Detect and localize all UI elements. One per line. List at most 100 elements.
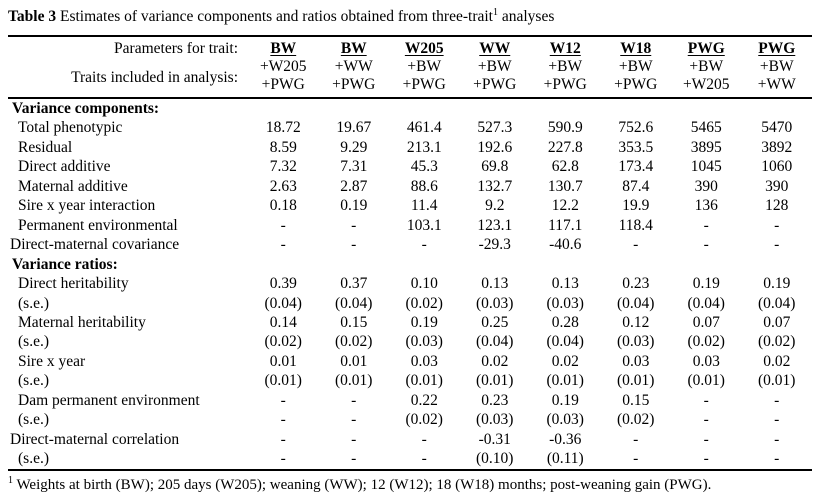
data-row: (s.e.) - - - (0.10) (0.11) - - - xyxy=(8,449,812,469)
value-cell: 0.19 xyxy=(340,197,368,215)
value-cell: (0.04) xyxy=(617,294,655,312)
value-cell: 0.03 xyxy=(692,352,720,370)
trait-column-header: PWG xyxy=(758,40,796,57)
value-cell: - xyxy=(280,216,286,234)
value-cell: 88.6 xyxy=(410,177,438,195)
trait-plus-line: +PWG xyxy=(473,76,517,93)
value-cell: - xyxy=(633,450,639,468)
value-cell: 0.15 xyxy=(622,391,650,409)
value-cell: (0.01) xyxy=(546,372,584,390)
value-cell: 0.19 xyxy=(763,275,791,293)
footnote-text: Weights at birth (BW); 205 days (W205); … xyxy=(13,476,712,493)
value-cell: (0.01) xyxy=(405,372,443,390)
value-cell: (0.02) xyxy=(687,333,725,351)
value-cell: (0.02) xyxy=(264,333,302,351)
value-cell: 3892 xyxy=(761,138,793,156)
section-row: Variance ratios: xyxy=(8,255,812,274)
data-row: Maternal heritability 0.14 0.15 0.19 0.25 0.2… xyxy=(8,313,812,332)
value-cell: 136 xyxy=(694,197,718,215)
value-cell: 590.9 xyxy=(547,119,583,137)
value-cell: (0.01) xyxy=(687,372,725,390)
row-label: (s.e.) xyxy=(18,372,49,390)
value-cell: - xyxy=(351,450,357,468)
title-suffix: analyses xyxy=(497,8,555,25)
value-cell: 132.7 xyxy=(477,177,513,195)
row-label: Sire x year xyxy=(18,352,86,370)
value-cell: 7.31 xyxy=(340,158,368,176)
trait-column-header: W12 xyxy=(549,40,581,57)
section-row: Variance components: xyxy=(8,98,812,118)
trait-plus-line: +PWG xyxy=(402,76,446,93)
value-cell: 0.07 xyxy=(692,313,720,331)
value-cell: (0.04) xyxy=(335,294,373,312)
value-cell: 1060 xyxy=(761,158,793,176)
value-cell: 118.4 xyxy=(618,216,653,234)
value-cell: (0.02) xyxy=(405,294,443,312)
value-cell: 0.39 xyxy=(269,275,297,293)
value-cell: 0.19 xyxy=(551,391,579,409)
value-cell: - xyxy=(421,450,427,468)
value-cell: - xyxy=(421,430,427,448)
value-cell: 123.1 xyxy=(477,216,513,234)
value-cell: 0.02 xyxy=(551,352,579,370)
value-cell: 0.03 xyxy=(410,352,438,370)
value-cell: (0.04) xyxy=(476,333,514,351)
value-cell: 0.15 xyxy=(340,313,368,331)
value-cell: (0.01) xyxy=(476,372,514,390)
value-cell: 2.63 xyxy=(269,177,297,195)
trait-plus-line: +PWG xyxy=(614,76,658,93)
value-cell: (0.04) xyxy=(758,294,796,312)
value-cell: - xyxy=(351,391,357,409)
value-cell: (0.03) xyxy=(617,333,655,351)
row-label: Dam permanent environment xyxy=(18,391,200,409)
value-cell: 390 xyxy=(694,177,718,195)
value-cell: 192.6 xyxy=(477,138,513,156)
trait-plus-line: +WW xyxy=(334,58,373,75)
value-cell: 752.6 xyxy=(618,119,654,137)
table-header: Parameters for trait: BW BW W205 WW W12 … xyxy=(8,36,812,98)
value-cell: (0.02) xyxy=(335,333,373,351)
value-cell: 0.18 xyxy=(269,197,297,215)
data-row: (s.e.) - - (0.02) (0.03) (0.03) (0.02) - - xyxy=(8,410,812,429)
row-label: Direct-maternal correlation xyxy=(10,430,180,448)
row-label: Direct-maternal covariance xyxy=(10,236,180,254)
value-cell: 0.14 xyxy=(269,313,297,331)
value-cell: 0.13 xyxy=(551,275,579,293)
trait-column-header: BW xyxy=(340,40,367,57)
row-label: (s.e.) xyxy=(18,333,49,351)
value-cell: - xyxy=(774,450,780,468)
value-cell: 0.02 xyxy=(763,352,791,370)
value-cell: - xyxy=(774,391,780,409)
table-number: Table 3 xyxy=(8,8,57,25)
value-cell: 0.12 xyxy=(622,313,650,331)
value-cell: 0.01 xyxy=(340,352,368,370)
value-cell: 227.8 xyxy=(547,138,583,156)
value-cell: 117.1 xyxy=(548,216,583,234)
data-row: Total phenotypic 18.72 19.67 461.4 527.3 590.… xyxy=(8,118,812,137)
value-cell: 103.1 xyxy=(406,216,442,234)
value-cell: 173.4 xyxy=(618,158,654,176)
row-label: (s.e.) xyxy=(18,450,49,468)
value-cell: (0.04) xyxy=(546,333,584,351)
value-cell: - xyxy=(633,430,639,448)
value-cell: (0.03) xyxy=(476,411,514,429)
trait-plus-line: +BW xyxy=(477,58,512,75)
data-row: Permanent environmental - - 103.1 123.1 117.1… xyxy=(8,216,812,235)
data-row: (s.e.) (0.01) (0.01) (0.01) (0.01) (0.01) (0.0… xyxy=(8,371,812,390)
value-cell: (0.10) xyxy=(476,450,514,468)
trait-plus-line: +BW xyxy=(407,58,442,75)
value-cell: (0.03) xyxy=(546,411,584,429)
trait-column-header: BW xyxy=(270,40,297,57)
value-cell: 9.29 xyxy=(340,138,368,156)
data-row: Sire x year interaction 0.18 0.19 11.4 9.2 12… xyxy=(8,196,812,215)
trait-plus-line: +BW xyxy=(759,58,794,75)
value-cell: - xyxy=(703,391,709,409)
data-row: Maternal additive 2.63 2.87 88.6 132.7 130.7 8… xyxy=(8,177,812,196)
value-cell: 8.59 xyxy=(269,138,297,156)
value-cell: 0.23 xyxy=(622,275,650,293)
data-row: Sire x year 0.01 0.01 0.03 0.02 0.02 0.03 0.03 0… xyxy=(8,352,812,371)
trait-plus-line: +W205 xyxy=(682,76,730,93)
value-cell: (0.01) xyxy=(617,372,655,390)
value-cell: 19.9 xyxy=(622,197,650,215)
